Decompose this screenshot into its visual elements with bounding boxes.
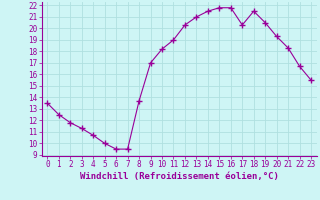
X-axis label: Windchill (Refroidissement éolien,°C): Windchill (Refroidissement éolien,°C) <box>80 172 279 181</box>
